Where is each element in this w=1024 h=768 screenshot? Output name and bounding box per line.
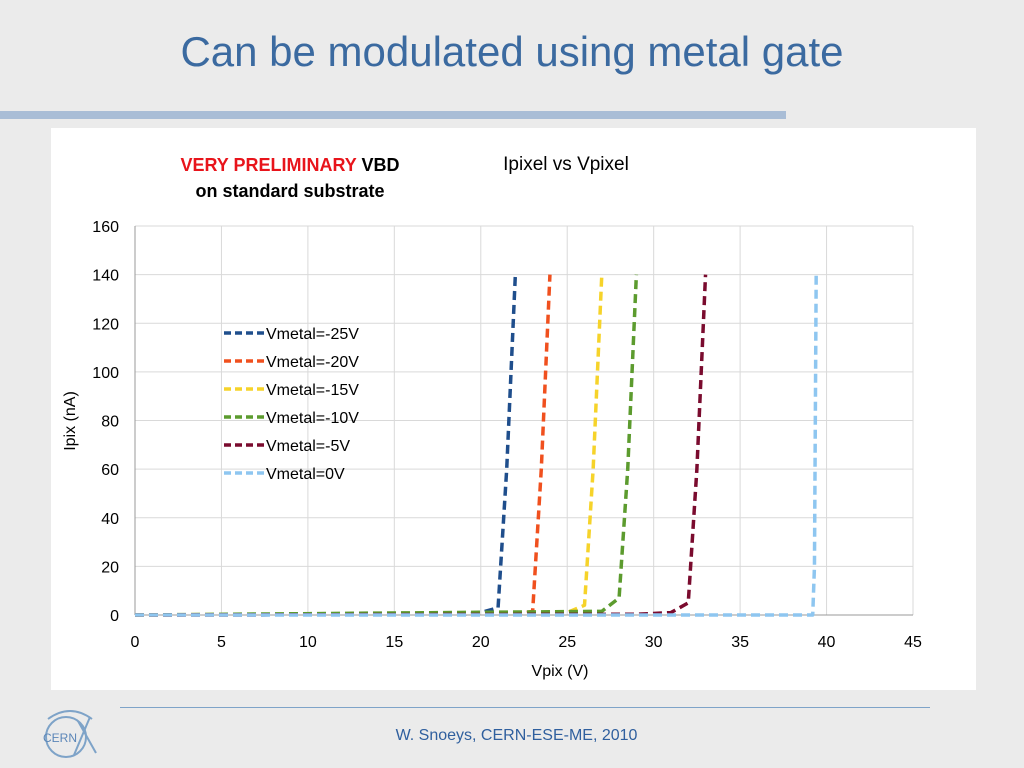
chart-series (134, 274, 818, 617)
x-tick-label: 30 (645, 634, 663, 651)
y-tick-label: 120 (92, 316, 119, 333)
chart-title: Ipixel vs Vpixel (503, 154, 629, 175)
chart-panel: 0 20 40 60 80 100 120 140 160 0 5 10 15 20 25 30 35 40 45 … (51, 128, 976, 690)
legend-label: Vmetal=-5V (266, 438, 350, 455)
x-tick-label: 45 (904, 634, 922, 651)
preliminary-warning: VERY PRELIMINARY (180, 155, 357, 175)
x-tick-label: 20 (472, 634, 490, 651)
x-tick-label: 0 (131, 634, 140, 651)
y-axis-label: Ipix (nA) (62, 391, 79, 451)
title-underline (0, 111, 786, 119)
svg-text:CERN: CERN (43, 731, 77, 745)
footer-rule (120, 707, 930, 708)
legend-label: Vmetal=-10V (266, 410, 359, 427)
y-tick-label: 60 (101, 462, 119, 479)
x-tick-label: 5 (217, 634, 226, 651)
chart-grid (134, 225, 914, 616)
x-tick-label: 25 (558, 634, 576, 651)
chart-legend: Vmetal=-25V Vmetal=-20V Vmetal=-15V Vmetal=… (224, 326, 359, 483)
x-tick-label: 40 (818, 634, 836, 651)
x-tick-label: 10 (299, 634, 317, 651)
vbd-label: VBD (361, 155, 400, 175)
series-line-6 (135, 274, 818, 617)
legend-label: Vmetal=-20V (266, 354, 359, 371)
x-tick-label: 35 (731, 634, 749, 651)
legend-label: Vmetal=-25V (266, 326, 359, 343)
substrate-label: on standard substrate (195, 181, 385, 201)
preliminary-note: VERY PRELIMINARY VBD on standard substra… (100, 152, 480, 204)
x-tick-label: 15 (385, 634, 403, 651)
series-line-5 (134, 274, 708, 617)
slide-title: Can be modulated using metal gate (180, 28, 844, 75)
y-tick-label: 160 (92, 219, 119, 236)
y-tick-label: 20 (101, 559, 119, 576)
y-tick-label: 80 (101, 414, 119, 431)
series-line-3 (134, 274, 604, 617)
y-tick-label: 0 (110, 608, 119, 625)
y-tick-label: 140 (92, 268, 119, 285)
cern-logo: CERN (43, 710, 97, 758)
footer-text: W. Snoeys, CERN-ESE-ME, 2010 (395, 727, 638, 744)
y-tick-label: 100 (92, 365, 119, 382)
legend-label: Vmetal=-15V (266, 382, 359, 399)
series-line-4 (134, 274, 639, 617)
legend-label: Vmetal=0V (266, 466, 345, 483)
y-tick-label: 40 (101, 511, 119, 528)
x-axis-label: Vpix (V) (532, 663, 589, 680)
